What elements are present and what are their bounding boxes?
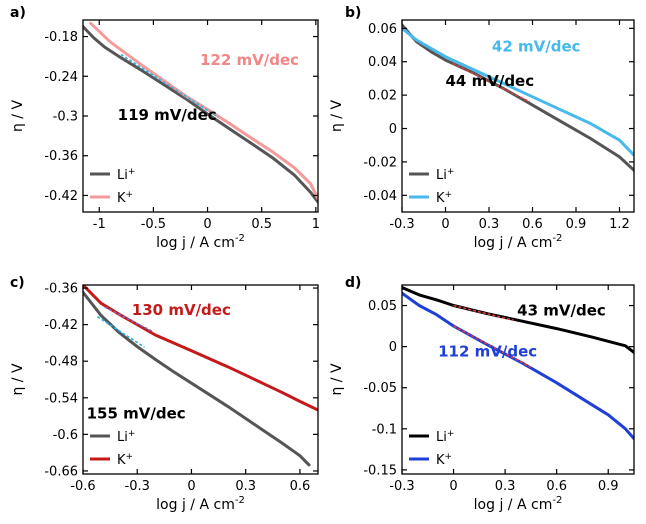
plot-area: [402, 23, 634, 172]
x-axis-label: log j / A cm-2: [474, 233, 563, 251]
slope-annotation: 42 mV/dec: [492, 38, 581, 56]
x-axis-label: log j / A cm-2: [156, 495, 245, 513]
x-tick-label: 0: [449, 479, 457, 494]
fit-line-1: [104, 306, 154, 333]
y-axis-label: η / V: [329, 363, 345, 395]
y-tick-label: -0.54: [44, 391, 78, 406]
x-tick-label: 0.6: [290, 479, 311, 494]
x-tick-label: 0.6: [522, 217, 543, 232]
legend-label: K+: [436, 190, 452, 206]
x-tick-label: -0.6: [70, 479, 95, 494]
slope-annotation: 44 mV/dec: [446, 72, 535, 90]
y-tick-label: -0.04: [363, 189, 397, 204]
panel-letter: a): [10, 5, 26, 21]
legend-label: K+: [117, 452, 133, 468]
y-axis-label: η / V: [10, 363, 26, 395]
x-tick-label: 0: [441, 217, 449, 232]
panel-3: -0.6 -0.3 0 0.3 0.6-0.36-0.42-0.48-0.54-0.6-…: [10, 275, 319, 513]
y-tick-label: -0.05: [363, 381, 397, 396]
x-axis-label: log j / A cm-2: [474, 495, 563, 513]
x-tick-label: 0.3: [479, 217, 500, 232]
plot-frame: [401, 284, 635, 475]
y-axis-label: η / V: [10, 100, 26, 132]
x-tick-label: 0.5: [251, 217, 272, 232]
y-tick-label: -0.66: [44, 464, 78, 479]
series-line-li: [83, 290, 311, 467]
series-line-k: [89, 21, 318, 201]
series-line-k: [83, 285, 318, 412]
y-tick-label: 0.04: [368, 55, 397, 70]
panel-letter: b): [345, 5, 361, 21]
x-tick-label: 0: [203, 217, 211, 232]
panel-4: -0.3 0 0.3 0.6 0.9 0.05 0 -0.05 -0.1 -0.15 log j /…: [329, 275, 635, 513]
slope-annotation: 43 mV/dec: [517, 301, 606, 319]
legend-label: Li+: [117, 429, 135, 445]
y-tick-label: 0: [389, 340, 397, 355]
legend-label: Li+: [436, 429, 454, 445]
x-tick-label: 1.2: [609, 217, 630, 232]
plot-frame: [82, 284, 319, 475]
panel-2: -0.3 0 0.3 0.6 0.9 1.2 0.06 0.04 0.02 0 -0.02 -0.04…: [329, 5, 635, 251]
y-tick-label: -0.36: [44, 149, 78, 164]
fit-line-1: [452, 62, 530, 103]
y-tick-label: -0.24: [44, 70, 78, 85]
x-tick-label: -0.3: [125, 479, 150, 494]
series-line-k: [402, 291, 634, 441]
x-tick-label: 0.3: [235, 479, 256, 494]
x-tick-label: -0.5: [141, 217, 166, 232]
plot-area: [83, 21, 318, 204]
y-tick-label: -0.48: [44, 355, 78, 370]
y-tick-label: 0.06: [368, 22, 397, 37]
x-tick-label: -1: [93, 217, 106, 232]
y-tick-label: -0.6: [53, 428, 78, 443]
legend-label: Li+: [117, 167, 135, 183]
slope-annotation: 122 mV/dec: [200, 51, 299, 69]
plot-frame: [401, 19, 635, 213]
y-tick-label: -0.3: [53, 110, 78, 125]
x-axis-label: log j / A cm-2: [156, 233, 245, 251]
x-tick-label: 0.9: [566, 217, 587, 232]
series-line-li: [83, 25, 318, 204]
y-tick-label: -0.36: [44, 282, 78, 297]
x-tick-label: 1: [312, 217, 320, 232]
plot-area: [402, 286, 634, 441]
y-axis-label: η / V: [329, 100, 345, 132]
fit-line-1: [120, 53, 219, 118]
series-line-k: [402, 26, 634, 157]
y-tick-label: 0.02: [368, 89, 397, 104]
panel-letter: c): [10, 275, 25, 291]
fit-line-1: [453, 304, 514, 322]
x-tick-label: 0.3: [495, 479, 516, 494]
panel-1: -1 -0.5 0 0.5 1 -0.18 -0.24 -0.3 -0.36 -0.42 log j…: [10, 5, 320, 251]
plot-area: [83, 285, 318, 467]
fit-line-2: [97, 316, 145, 348]
x-tick-label: -0.3: [389, 217, 414, 232]
y-tick-label: 0.05: [368, 299, 397, 314]
slope-annotation: 119 mV/dec: [118, 106, 217, 124]
y-tick-label: -0.15: [363, 463, 397, 478]
y-tick-label: -0.18: [44, 30, 78, 45]
y-tick-label: -0.42: [44, 189, 78, 204]
legend-label: K+: [117, 190, 133, 206]
y-tick-label: 0: [389, 122, 397, 137]
slope-annotation: 130 mV/dec: [132, 301, 231, 319]
x-tick-label: -0.3: [389, 479, 414, 494]
x-tick-label: 0.6: [546, 479, 567, 494]
y-tick-label: -0.1: [372, 422, 397, 437]
slope-annotation: 155 mV/dec: [87, 405, 186, 423]
slope-annotation: 112 mV/dec: [438, 342, 537, 360]
fit-line-2: [453, 325, 532, 368]
legend-label: K+: [436, 452, 452, 468]
y-tick-label: -0.02: [363, 155, 397, 170]
panel-letter: d): [345, 275, 361, 291]
y-tick-label: -0.42: [44, 318, 78, 333]
x-tick-label: 0: [187, 479, 195, 494]
legend-label: Li+: [436, 167, 454, 183]
x-tick-label: 0.9: [598, 479, 619, 494]
